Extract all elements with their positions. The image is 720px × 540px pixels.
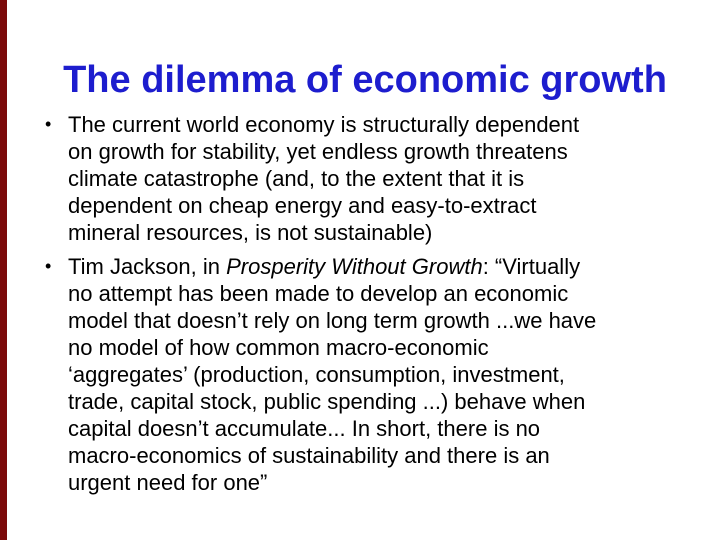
bullet-icon: •	[45, 114, 52, 134]
bullet2-line1-pre: Tim Jackson, in	[68, 254, 227, 279]
bullet1-line3: climate catastrophe (and, to the extent …	[68, 166, 525, 191]
bullet2-line7: capital doesn’t accumulate... In short, …	[68, 416, 541, 441]
bullet2-line1-post: : “Virtually	[482, 254, 581, 279]
bullet1-line4: dependent on cheap energy and easy-to-ex…	[68, 193, 537, 218]
book-title: Prosperity Without Growth	[226, 254, 483, 279]
slide-title: The dilemma of economic growth	[63, 59, 667, 102]
bullet-icon: •	[45, 256, 52, 276]
bullet1-line5: mineral resources, is not sustainable)	[68, 220, 433, 245]
left-accent-bar	[0, 0, 7, 540]
bullet1-line1: The current world economy is structurall…	[68, 112, 580, 137]
bullet2-line2: no attempt has been made to develop an e…	[68, 281, 569, 306]
bullet2-line6: trade, capital stock, public spending ..…	[68, 389, 586, 414]
slide-body: • The current world economy is structura…	[45, 111, 700, 496]
bullet2-line9: urgent need for one”	[68, 470, 268, 495]
bullet1-line2: on growth for stability, yet endless gro…	[68, 139, 568, 164]
bullet2-line4: no model of how common macro-economic	[68, 335, 489, 360]
bullet2-line3: model that doesn’t rely on long term gro…	[68, 308, 597, 333]
bullet-item-1: • The current world economy is structura…	[45, 111, 700, 246]
bullet2-line8: macro-economics of sustainability and th…	[68, 443, 550, 468]
bullet2-line5: ‘aggregates’ (production, consumption, i…	[68, 362, 565, 387]
bullet2-line1: Tim Jackson, in Prosperity Without Growt…	[68, 253, 700, 280]
bullet-item-2: • Tim Jackson, in Prosperity Without Gro…	[45, 253, 700, 496]
